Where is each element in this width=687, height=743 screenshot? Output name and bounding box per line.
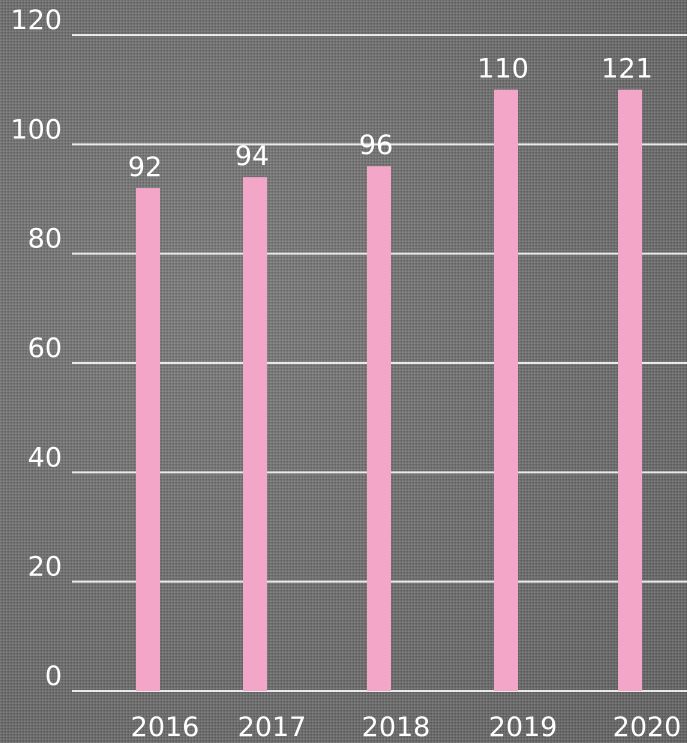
data-label-2019: 110 <box>477 54 529 85</box>
x-tick-label-2017: 2017 <box>238 712 307 743</box>
data-label-2020: 121 <box>601 54 653 85</box>
bar-2018 <box>367 166 391 691</box>
bars <box>136 89 642 692</box>
x-tick-label-2016: 2016 <box>131 712 200 743</box>
y-tick-label-100: 100 <box>10 114 62 145</box>
x-tick-label-2018: 2018 <box>362 712 431 743</box>
bar-2016 <box>136 188 160 692</box>
y-tick-label-0: 0 <box>45 661 62 692</box>
y-tick-label-120: 120 <box>10 5 62 36</box>
x-tick-label-2019: 2019 <box>489 712 558 743</box>
bar-2020 <box>618 89 642 691</box>
y-tick-label-40: 40 <box>28 442 62 473</box>
data-label-2017: 94 <box>235 141 269 172</box>
x-axis-labels: 2016 2017 2018 2019 2020 <box>131 712 682 743</box>
bar-2017 <box>243 177 267 692</box>
bar-2019 <box>494 89 518 691</box>
y-axis-ticks: 0 20 40 60 80 100 120 <box>10 5 62 692</box>
y-tick-label-20: 20 <box>28 552 62 583</box>
x-tick-label-2020: 2020 <box>613 712 682 743</box>
y-tick-label-80: 80 <box>28 224 62 255</box>
y-tick-label-60: 60 <box>28 333 62 364</box>
data-labels: 92 94 96 110 121 <box>128 54 653 183</box>
data-label-2016: 92 <box>128 152 162 183</box>
data-label-2018: 96 <box>359 130 393 161</box>
